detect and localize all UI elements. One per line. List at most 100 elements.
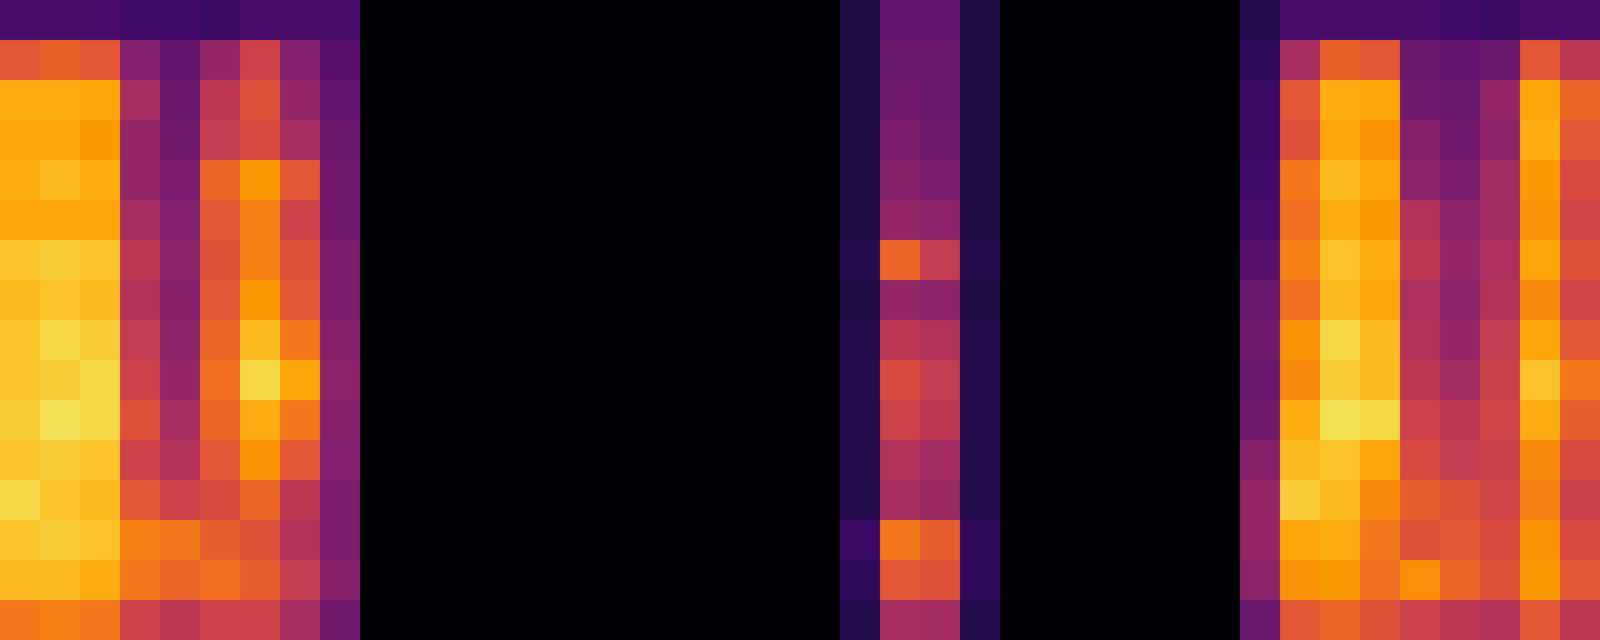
heatmap-cell (680, 280, 721, 321)
heatmap-cell (0, 320, 41, 361)
heatmap-cell (1360, 240, 1401, 281)
heatmap-cell (160, 280, 201, 321)
heatmap-cell (1040, 400, 1081, 441)
heatmap-cell (1400, 200, 1441, 241)
chart (0, 0, 1600, 640)
heatmap-cell (0, 560, 41, 601)
heatmap-cell (1120, 320, 1161, 361)
heatmap-cell (1080, 400, 1121, 441)
heatmap-cell (720, 360, 761, 401)
heatmap-cell (1560, 440, 1600, 481)
heatmap-cell (1280, 600, 1321, 640)
heatmap-cell (80, 320, 121, 361)
heatmap-cell (1000, 360, 1041, 401)
heatmap-cell (640, 600, 681, 640)
heatmap-cell (120, 560, 161, 601)
heatmap-cell (840, 320, 881, 361)
heatmap-cell (1200, 80, 1241, 121)
heatmap-cell (960, 280, 1001, 321)
heatmap-cell (920, 360, 961, 401)
heatmap-cell (1440, 360, 1481, 401)
heatmap-cell (200, 440, 241, 481)
heatmap-cell (0, 360, 41, 401)
heatmap-cell (320, 0, 361, 41)
heatmap-cell (600, 80, 641, 121)
heatmap-cell (1000, 200, 1041, 241)
heatmap-cell (1360, 440, 1401, 481)
heatmap-cell (680, 160, 721, 201)
heatmap-cell (640, 200, 681, 241)
heatmap-cell (800, 480, 841, 521)
heatmap-cell (360, 480, 401, 521)
heatmap-cell (480, 40, 521, 81)
heatmap-cell (920, 0, 961, 41)
heatmap-cell (1520, 40, 1561, 81)
heatmap-cell (440, 240, 481, 281)
heatmap-cell (1320, 80, 1361, 121)
heatmap-cell (680, 120, 721, 161)
heatmap-cell (1160, 520, 1201, 561)
heatmap-cell (1080, 80, 1121, 121)
heatmap-cell (40, 320, 81, 361)
heatmap-cell (960, 160, 1001, 201)
heatmap-cell (960, 520, 1001, 561)
heatmap-cell (760, 360, 801, 401)
heatmap-cell (240, 40, 281, 81)
heatmap-cell (1160, 160, 1201, 201)
heatmap-cell (240, 520, 281, 561)
heatmap-cell (880, 80, 921, 121)
heatmap-cell (1560, 320, 1600, 361)
heatmap-cell (1200, 560, 1241, 601)
heatmap-cell (800, 400, 841, 441)
heatmap-cell (440, 0, 481, 41)
heatmap-cell (120, 80, 161, 121)
heatmap-cell (440, 80, 481, 121)
heatmap-cell (360, 400, 401, 441)
heatmap-cell (840, 480, 881, 521)
heatmap-cell (160, 360, 201, 401)
heatmap-cell (1080, 360, 1121, 401)
heatmap-cell (1480, 40, 1521, 81)
heatmap-cell (520, 160, 561, 201)
heatmap-cell (240, 200, 281, 241)
heatmap-cell (800, 40, 841, 81)
heatmap-cell (1200, 480, 1241, 521)
heatmap-cell (1040, 120, 1081, 161)
heatmap-cell (320, 600, 361, 640)
heatmap-cell (1040, 160, 1081, 201)
heatmap-cell (1320, 120, 1361, 161)
heatmap-cell (240, 240, 281, 281)
heatmap-cell (280, 480, 321, 521)
heatmap-cell (800, 360, 841, 401)
heatmap-cell (80, 480, 121, 521)
heatmap-cell (1280, 480, 1321, 521)
heatmap-cell (800, 320, 841, 361)
heatmap-cell (1240, 440, 1281, 481)
heatmap-cell (920, 520, 961, 561)
heatmap-cell (880, 240, 921, 281)
heatmap-cell (1160, 200, 1201, 241)
heatmap-cell (1080, 560, 1121, 601)
heatmap-cell (1520, 160, 1561, 201)
heatmap-cell (1280, 240, 1321, 281)
heatmap-cell (1520, 120, 1561, 161)
heatmap-cell (480, 160, 521, 201)
heatmap-cell (1080, 200, 1121, 241)
heatmap-cell (1360, 480, 1401, 521)
heatmap-cell (1360, 400, 1401, 441)
heatmap-cell (120, 40, 161, 81)
heatmap-cell (120, 0, 161, 41)
heatmap-cell (1120, 240, 1161, 281)
heatmap-cell (800, 240, 841, 281)
heatmap-cell (160, 40, 201, 81)
heatmap-cell (320, 80, 361, 121)
heatmap-cell (1240, 280, 1281, 321)
heatmap-cell (1040, 520, 1081, 561)
heatmap-cell (1280, 280, 1321, 321)
heatmap-cell (1400, 360, 1441, 401)
heatmap-cell (1400, 120, 1441, 161)
heatmap-cell (1360, 0, 1401, 41)
heatmap-cell (1040, 360, 1081, 401)
heatmap-cell (400, 600, 441, 640)
heatmap-cell (560, 520, 601, 561)
